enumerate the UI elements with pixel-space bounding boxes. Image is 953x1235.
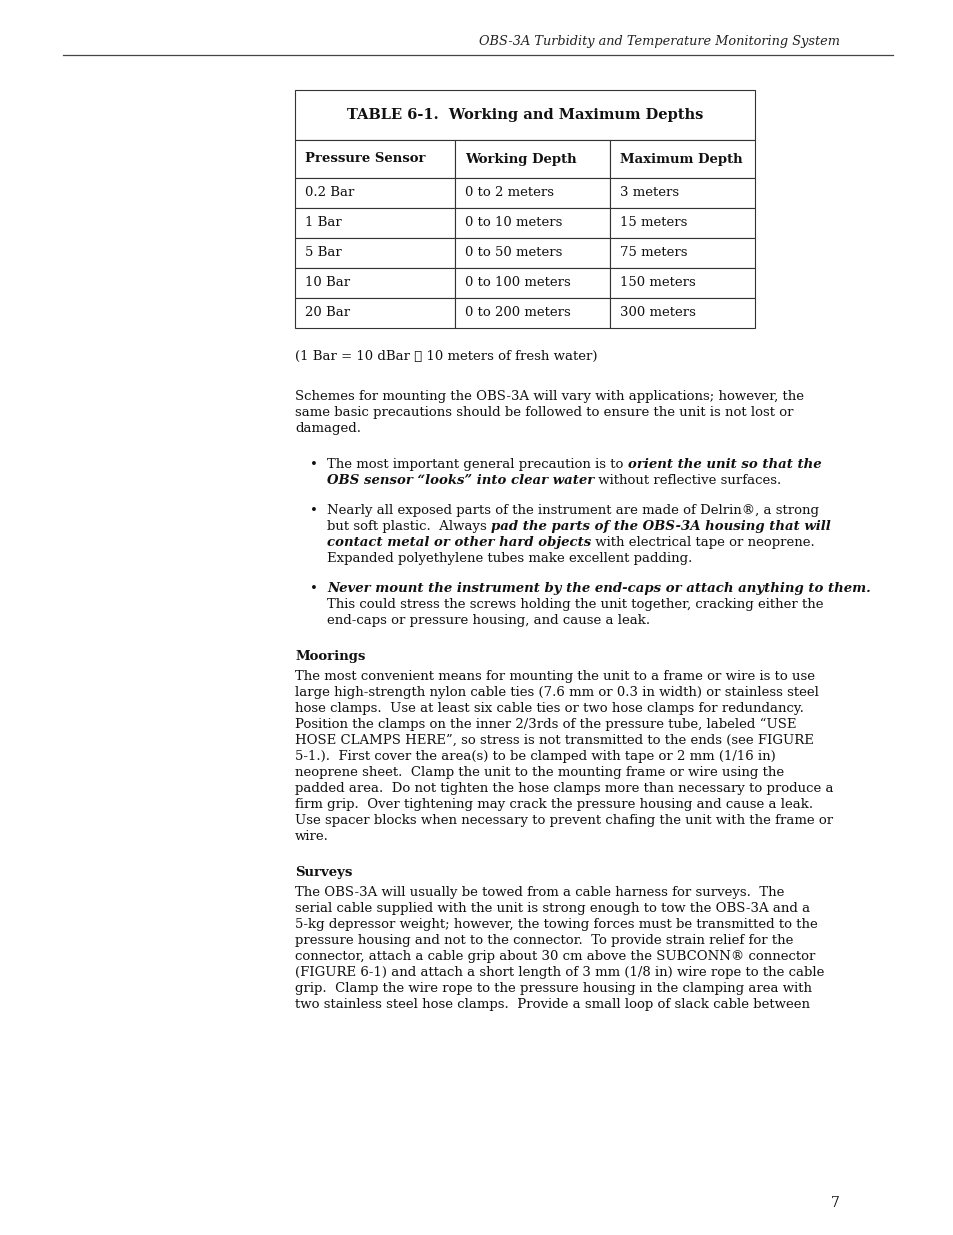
Text: grip.  Clamp the wire rope to the pressure housing in the clamping area with: grip. Clamp the wire rope to the pressur… — [294, 982, 811, 995]
Text: 0 to 2 meters: 0 to 2 meters — [464, 186, 554, 200]
Bar — [294, 298, 455, 329]
Text: The most convenient means for mounting the unit to a frame or wire is to use: The most convenient means for mounting t… — [294, 671, 814, 683]
Text: OBS-3A Turbidity and Temperature Monitoring System: OBS-3A Turbidity and Temperature Monitor… — [478, 35, 840, 48]
Text: OBS sensor “looks” into clear water: OBS sensor “looks” into clear water — [327, 474, 594, 487]
Text: 0 to 100 meters: 0 to 100 meters — [464, 277, 570, 289]
Text: •: • — [310, 582, 317, 595]
Text: hose clamps.  Use at least six cable ties or two hose clamps for redundancy.: hose clamps. Use at least six cable ties… — [294, 701, 803, 715]
Text: 150 meters: 150 meters — [619, 277, 695, 289]
Text: wire.: wire. — [294, 830, 329, 844]
Text: HOSE CLAMPS HERE”, so stress is not transmitted to the ends (see FIGURE: HOSE CLAMPS HERE”, so stress is not tran… — [294, 734, 813, 747]
Text: 15 meters: 15 meters — [619, 216, 687, 230]
Text: same basic precautions should be followed to ensure the unit is not lost or: same basic precautions should be followe… — [294, 406, 793, 419]
Text: neoprene sheet.  Clamp the unit to the mounting frame or wire using the: neoprene sheet. Clamp the unit to the mo… — [294, 766, 783, 779]
Text: 0.2 Bar: 0.2 Bar — [305, 186, 354, 200]
Text: Position the clamps on the inner 2/3rds of the pressure tube, labeled “USE: Position the clamps on the inner 2/3rds … — [294, 718, 796, 731]
Text: pad the parts of the OBS-3A housing that will: pad the parts of the OBS-3A housing that… — [491, 520, 830, 534]
Bar — [294, 207, 455, 238]
Text: 75 meters: 75 meters — [619, 247, 687, 259]
Bar — [609, 298, 754, 329]
Text: orient the unit so that the: orient the unit so that the — [627, 458, 821, 471]
Text: This could stress the screws holding the unit together, cracking either the: This could stress the screws holding the… — [327, 598, 822, 611]
Text: Expanded polyethylene tubes make excellent padding.: Expanded polyethylene tubes make excelle… — [327, 552, 692, 564]
Text: Schemes for mounting the OBS-3A will vary with applications; however, the: Schemes for mounting the OBS-3A will var… — [294, 390, 803, 403]
Text: firm grip.  Over tightening may crack the pressure housing and cause a leak.: firm grip. Over tightening may crack the… — [294, 798, 812, 811]
Bar — [455, 238, 609, 268]
Text: (FIGURE 6-1) and attach a short length of 3 mm (1/8 in) wire rope to the cable: (FIGURE 6-1) and attach a short length o… — [294, 966, 823, 979]
Text: 10 Bar: 10 Bar — [305, 277, 350, 289]
Text: padded area.  Do not tighten the hose clamps more than necessary to produce a: padded area. Do not tighten the hose cla… — [294, 782, 833, 795]
Text: 5 Bar: 5 Bar — [305, 247, 341, 259]
Text: two stainless steel hose clamps.  Provide a small loop of slack cable between: two stainless steel hose clamps. Provide… — [294, 998, 809, 1011]
Text: (1 Bar = 10 dBar ≅ 10 meters of fresh water): (1 Bar = 10 dBar ≅ 10 meters of fresh wa… — [294, 350, 597, 363]
Text: pressure housing and not to the connector.  To provide strain relief for the: pressure housing and not to the connecto… — [294, 934, 793, 947]
Text: contact metal or other hard objects: contact metal or other hard objects — [327, 536, 591, 550]
Text: 7: 7 — [830, 1195, 840, 1210]
Text: Moorings: Moorings — [294, 650, 365, 663]
Text: 3 meters: 3 meters — [619, 186, 679, 200]
Bar — [455, 268, 609, 298]
Text: Surveys: Surveys — [294, 866, 352, 879]
Text: serial cable supplied with the unit is strong enough to tow the OBS-3A and a: serial cable supplied with the unit is s… — [294, 902, 809, 915]
Text: Use spacer blocks when necessary to prevent chafing the unit with the frame or: Use spacer blocks when necessary to prev… — [294, 814, 832, 827]
Bar — [609, 140, 754, 178]
Bar — [455, 178, 609, 207]
Text: Nearly all exposed parts of the instrument are made of Delrin®, a strong: Nearly all exposed parts of the instrume… — [327, 504, 818, 517]
Text: 1 Bar: 1 Bar — [305, 216, 341, 230]
Text: The most important general precaution is to: The most important general precaution is… — [327, 458, 627, 471]
Text: 0 to 200 meters: 0 to 200 meters — [464, 306, 570, 320]
Bar — [455, 207, 609, 238]
Bar — [455, 140, 609, 178]
Text: •: • — [310, 458, 317, 471]
Bar — [294, 90, 754, 140]
Text: Maximum Depth: Maximum Depth — [619, 152, 741, 165]
Bar — [294, 178, 455, 207]
Text: 0 to 50 meters: 0 to 50 meters — [464, 247, 561, 259]
Text: large high-strength nylon cable ties (7.6 mm or 0.3 in width) or stainless steel: large high-strength nylon cable ties (7.… — [294, 685, 818, 699]
Bar — [609, 268, 754, 298]
Text: with electrical tape or neoprene.: with electrical tape or neoprene. — [591, 536, 814, 550]
Text: Working Depth: Working Depth — [464, 152, 576, 165]
Text: 0 to 10 meters: 0 to 10 meters — [464, 216, 561, 230]
Bar — [294, 238, 455, 268]
Text: 20 Bar: 20 Bar — [305, 306, 350, 320]
Text: but soft plastic.  Always: but soft plastic. Always — [327, 520, 491, 534]
Bar — [609, 207, 754, 238]
Text: 300 meters: 300 meters — [619, 306, 695, 320]
Text: damaged.: damaged. — [294, 422, 360, 435]
Text: Pressure Sensor: Pressure Sensor — [305, 152, 425, 165]
Text: end-caps or pressure housing, and cause a leak.: end-caps or pressure housing, and cause … — [327, 614, 649, 627]
Text: connector, attach a cable grip about 30 cm above the SUBCONN® connector: connector, attach a cable grip about 30 … — [294, 950, 815, 963]
Text: without reflective surfaces.: without reflective surfaces. — [594, 474, 781, 487]
Bar — [294, 140, 455, 178]
Bar — [609, 238, 754, 268]
Bar — [455, 298, 609, 329]
Text: The OBS-3A will usually be towed from a cable harness for surveys.  The: The OBS-3A will usually be towed from a … — [294, 885, 783, 899]
Text: Never mount the instrument by the end-caps or attach anything to them.: Never mount the instrument by the end-ca… — [327, 582, 870, 595]
Bar — [609, 178, 754, 207]
Text: 5-kg depressor weight; however, the towing forces must be transmitted to the: 5-kg depressor weight; however, the towi… — [294, 918, 817, 931]
Text: 5-1.).  First cover the area(s) to be clamped with tape or 2 mm (1/16 in): 5-1.). First cover the area(s) to be cla… — [294, 750, 775, 763]
Text: TABLE 6-1.  Working and Maximum Depths: TABLE 6-1. Working and Maximum Depths — [347, 107, 702, 122]
Bar — [294, 268, 455, 298]
Text: •: • — [310, 504, 317, 517]
